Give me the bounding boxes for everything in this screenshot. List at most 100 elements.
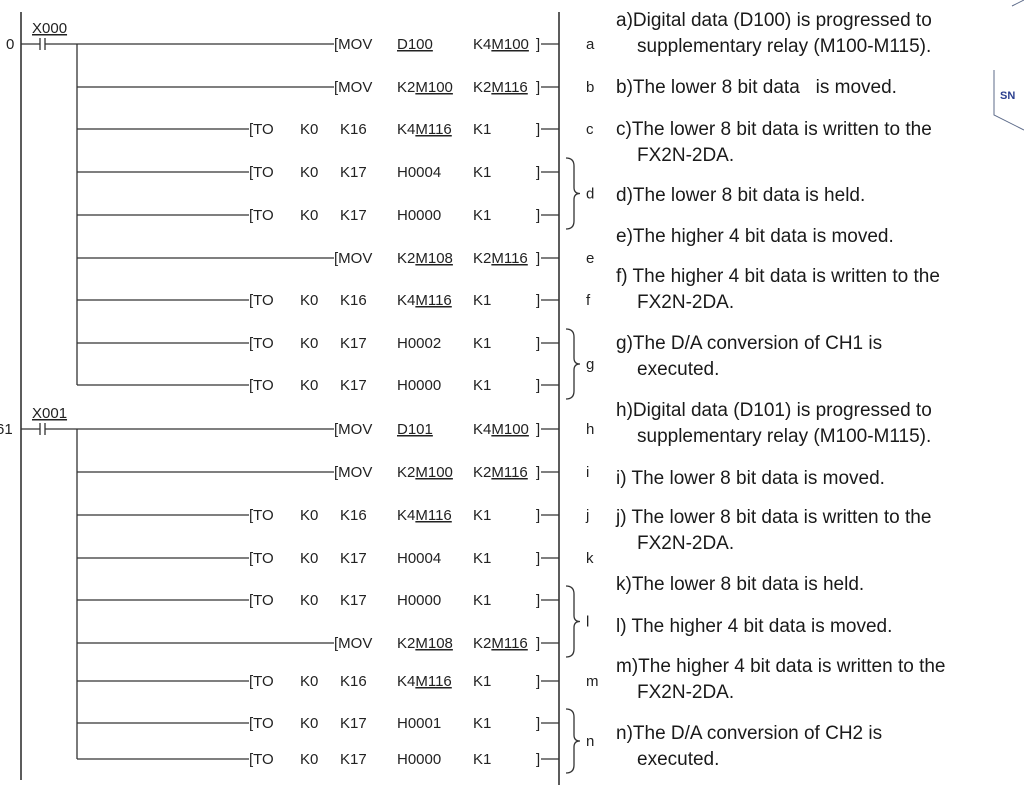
instruction-close-bracket: ]	[536, 464, 540, 481]
description-label: l)	[616, 616, 632, 637]
operand: K0	[300, 715, 318, 732]
instruction-mov: [MOV	[334, 464, 372, 481]
operand: K17	[340, 550, 367, 567]
description-item: a)Digital data (D100) is progressed to su…	[616, 8, 932, 60]
step-letter: m	[586, 673, 599, 690]
operand-prefix: K0	[300, 207, 318, 224]
description-item: n)The D/A conversion of CH2 is executed.	[616, 721, 882, 773]
description-item: k)The lower 8 bit data is held.	[616, 572, 864, 598]
operand: K17	[340, 207, 367, 224]
operand-prefix: K4	[473, 36, 491, 53]
instruction-close-bracket: ]	[536, 673, 540, 690]
description-label: e)	[616, 226, 633, 247]
instruction-close-bracket: ]	[536, 335, 540, 352]
operand-prefix: K17	[340, 335, 367, 352]
description-label: h)	[616, 400, 633, 421]
watermark-logo: SN	[1000, 90, 1015, 102]
instruction-close-bracket: ]	[536, 592, 540, 609]
step-letter: j	[585, 507, 589, 524]
operand-device: M100	[491, 421, 529, 438]
operand-prefix: K1	[473, 121, 491, 138]
operand: K0	[300, 550, 318, 567]
operand: H0004	[397, 164, 441, 181]
instruction-to: [TO	[249, 292, 274, 309]
step-number: 0	[6, 36, 14, 53]
operand-prefix: K2	[397, 464, 415, 481]
operand: K1	[473, 377, 491, 394]
description-item: i) The lower 8 bit data is moved.	[616, 466, 885, 492]
operand-prefix: K4	[473, 421, 491, 438]
operand: K16	[340, 507, 367, 524]
instruction-close-bracket: ]	[536, 507, 540, 524]
operand: K17	[340, 715, 367, 732]
operand-prefix: K4	[397, 292, 415, 309]
step-letter: g	[586, 356, 594, 373]
operand: K16	[340, 673, 367, 690]
operand-prefix: H0001	[397, 715, 441, 732]
operand-prefix: H0004	[397, 164, 441, 181]
operand: K16	[340, 292, 367, 309]
operand: K0	[300, 507, 318, 524]
operand-prefix: K2	[473, 250, 491, 267]
operand-prefix: K1	[473, 507, 491, 524]
operand-device: M116	[491, 250, 527, 267]
operand: K1	[473, 121, 491, 138]
operand-prefix: K1	[473, 335, 491, 352]
operand-prefix: H0002	[397, 335, 441, 352]
operand: K0	[300, 377, 318, 394]
instruction-to: [TO	[249, 751, 274, 768]
description-item: d)The lower 8 bit data is held.	[616, 183, 865, 209]
operand-prefix: K1	[473, 292, 491, 309]
operand-prefix: H0000	[397, 751, 441, 768]
instruction-to: [TO	[249, 335, 274, 352]
operand: K0	[300, 592, 318, 609]
operand: K2M100	[397, 464, 453, 481]
step-letter: l	[586, 614, 589, 631]
description-label: m)	[616, 656, 639, 677]
operand-prefix: K2	[473, 635, 491, 652]
operand: K1	[473, 715, 491, 732]
instruction-close-bracket: ]	[536, 421, 540, 438]
operand: H0000	[397, 751, 441, 768]
instruction-close-bracket: ]	[536, 292, 540, 309]
operand-prefix: K2	[397, 250, 415, 267]
operand: D101	[397, 421, 433, 438]
description-line: FX2N-2DA.	[637, 292, 735, 313]
operand: K4M100	[473, 421, 529, 438]
operand-prefix: K2	[397, 635, 415, 652]
step-letter: f	[586, 292, 591, 309]
operand: H0000	[397, 207, 441, 224]
operand: K17	[340, 592, 367, 609]
operand: K1	[473, 207, 491, 224]
description-line: The higher 4 bit data is written to the	[632, 266, 940, 287]
description-label: b)	[616, 77, 633, 98]
instruction-close-bracket: ]	[536, 121, 540, 138]
operand: K0	[300, 121, 318, 138]
instruction-to: [TO	[249, 121, 274, 138]
operand-device: M100	[415, 79, 453, 96]
operand: K4M116	[397, 673, 452, 690]
description-label: g)	[616, 333, 633, 354]
operand: K2M116	[473, 250, 528, 267]
operand: K0	[300, 673, 318, 690]
description-line: The lower 8 bit data is written to the	[631, 119, 932, 140]
description-line: The lower 8 bit data is held.	[631, 574, 865, 595]
description-line: executed.	[637, 749, 720, 770]
operand-prefix: K16	[340, 673, 367, 690]
operand-prefix: K0	[300, 751, 318, 768]
operand: D100	[397, 36, 433, 53]
operand: K17	[340, 164, 367, 181]
operand-device: M100	[491, 36, 529, 53]
operand-device: M116	[415, 121, 451, 138]
description-line: The lower 8 bit data is held.	[632, 185, 866, 206]
operand-prefix: K17	[340, 751, 367, 768]
operand: K2M108	[397, 250, 453, 267]
description-line: The lower 8 bit data is moved.	[632, 77, 897, 98]
operand-prefix: K1	[473, 207, 491, 224]
description-line: Digital data (D101) is progressed to	[632, 400, 932, 421]
description-item: h)Digital data (D101) is progressed to su…	[616, 398, 932, 450]
description-line: Digital data (D100) is progressed to	[632, 10, 932, 31]
instruction-close-bracket: ]	[536, 377, 540, 394]
operand: K4M116	[397, 507, 452, 524]
operand: K1	[473, 592, 491, 609]
